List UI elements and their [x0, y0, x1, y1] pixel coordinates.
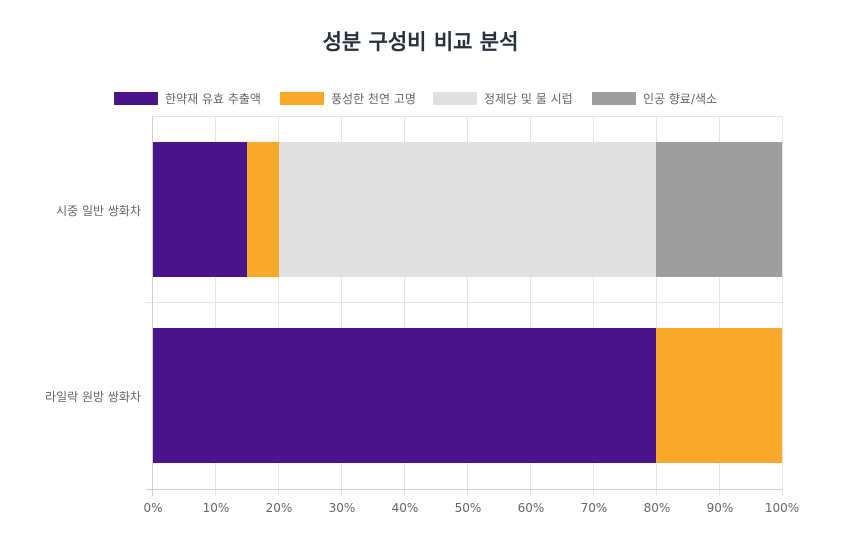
x-tick-label: 70%: [580, 501, 608, 515]
x-tick-label: 20%: [265, 501, 293, 515]
x-tick-label: 40%: [391, 501, 419, 515]
legend-label: 한약재 유효 추출액: [165, 91, 261, 106]
gridline: [467, 116, 468, 496]
gridline: [153, 116, 783, 117]
gridline: [215, 116, 216, 496]
legend-label: 풍성한 천연 고명: [331, 91, 416, 106]
legend-swatch: [433, 91, 477, 105]
category-divider: [146, 302, 783, 303]
legend-swatch: [114, 91, 158, 105]
x-tick-label: 50%: [454, 501, 482, 515]
x-axis-line: [146, 489, 783, 490]
gridline: [278, 116, 279, 496]
y-axis-line: [152, 116, 153, 496]
gridline: [719, 116, 720, 496]
x-tick-label: 90%: [706, 501, 734, 515]
bar-segment-artificial-flavor[interactable]: [656, 142, 782, 277]
legend-item-herbal-extract[interactable]: 한약재 유효 추출액: [114, 89, 261, 107]
bar-segment-natural-garnish[interactable]: [656, 328, 782, 463]
x-tick-label: 100%: [764, 501, 800, 515]
bar-segment-herbal-extract[interactable]: [153, 142, 247, 277]
legend-item-artificial-flavor[interactable]: 인공 향료/색소: [592, 89, 717, 107]
x-tick-label: 80%: [643, 501, 671, 515]
legend-label: 인공 향료/색소: [643, 91, 718, 106]
bar-segment-herbal-extract[interactable]: [153, 328, 656, 463]
gridline: [530, 116, 531, 496]
gridline: [593, 116, 594, 496]
gridline: [341, 116, 342, 496]
x-tick-label: 0%: [143, 501, 163, 515]
x-tick-label: 60%: [517, 501, 545, 515]
gridline: [404, 116, 405, 496]
legend-item-sugar-syrup[interactable]: 정제당 및 물 시럽: [433, 89, 573, 107]
y-category-label: 라일락 원방 쌍화차: [45, 390, 141, 404]
chart-title: 성분 구성비 비교 분석: [322, 30, 519, 54]
x-tick-label: 10%: [202, 501, 230, 515]
gridline: [656, 116, 657, 496]
chart-legend: 한약재 유효 추출액 풍성한 천연 고명 정제당 및 물 시럽 인공 향료/색소: [0, 89, 841, 107]
legend-item-natural-garnish[interactable]: 풍성한 천연 고명: [280, 89, 416, 107]
legend-swatch: [592, 91, 636, 105]
gridline: [782, 116, 783, 496]
x-tick-label: 30%: [328, 501, 356, 515]
bar-segment-sugar-syrup[interactable]: [279, 142, 656, 277]
legend-label: 정제당 및 물 시럽: [484, 91, 573, 106]
bar-segment-natural-garnish[interactable]: [247, 142, 279, 277]
y-category-label: 시중 일반 쌍화차: [56, 204, 141, 218]
legend-swatch: [280, 91, 324, 105]
